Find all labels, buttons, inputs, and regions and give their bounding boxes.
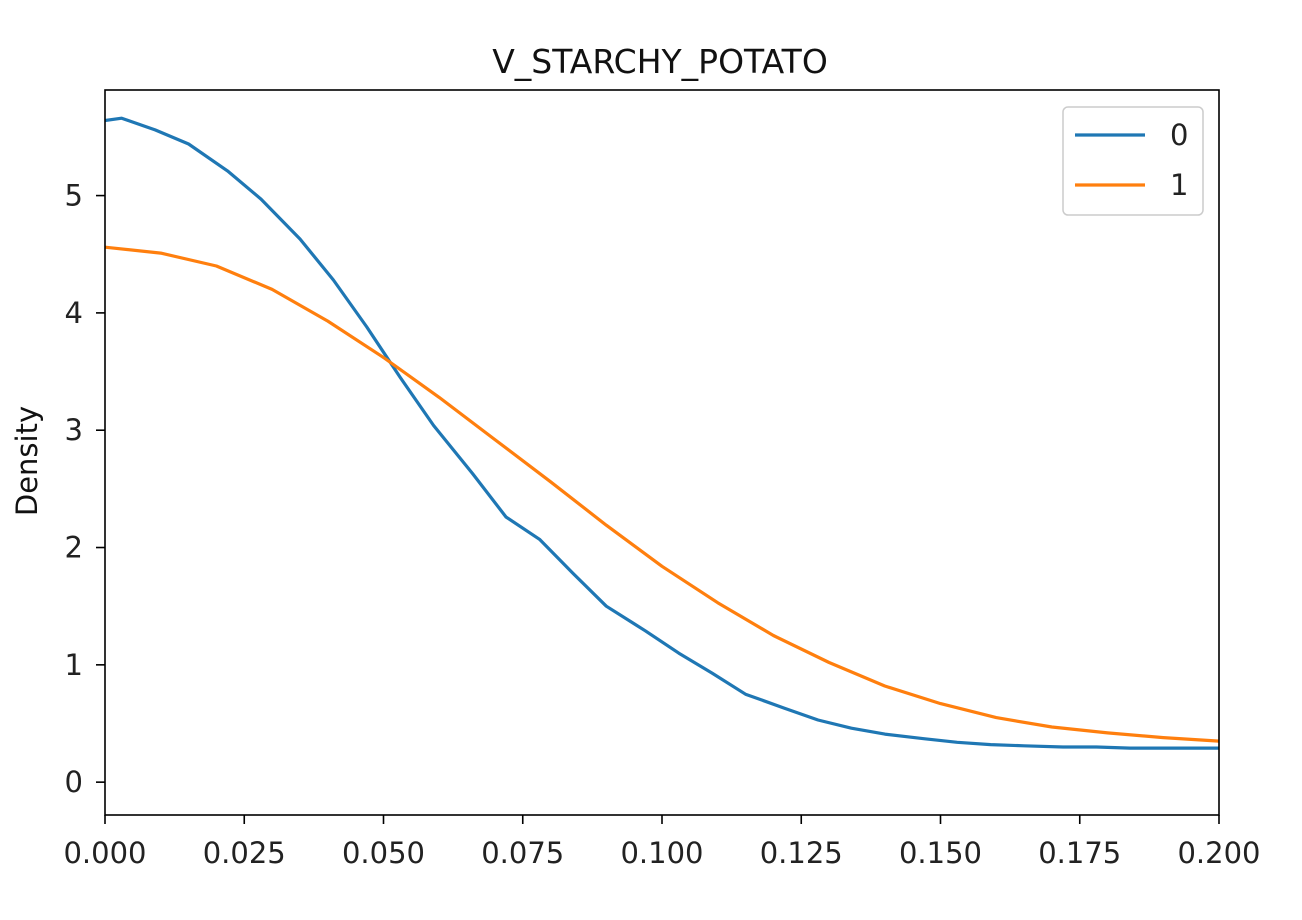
y-tick-label: 3 [65,413,83,447]
x-tick-label: 0.175 [1038,836,1121,870]
series-line-0 [105,116,1219,750]
x-tick-label: 0.025 [203,836,286,870]
y-tick-label: 0 [65,765,83,799]
legend: 01 [1062,106,1204,216]
x-tick-label: 0.000 [63,836,146,870]
plot-frame [104,89,1220,816]
x-tick-label: 0.050 [342,836,425,870]
y-tick-label: 1 [65,648,83,682]
x-tick-label: 0.150 [899,836,982,870]
x-tick-label: 0.200 [1177,836,1260,870]
x-tick-label: 0.125 [760,836,843,870]
x-tick-label: 0.100 [620,836,703,870]
chart-title: V_STARCHY_POTATO [492,42,828,81]
series-line-1 [105,245,1219,743]
plot-area: 0.000 0.025 0.050 0.075 0.100 0.125 0.150 0.175… [63,89,1261,870]
y-tick-label: 2 [65,531,83,565]
legend-label-0: 0 [1170,118,1188,152]
legend-label-1: 1 [1170,168,1188,202]
y-axis-label: Density [10,406,44,516]
x-tick-label: 0.075 [481,836,564,870]
y-tick-label: 5 [65,179,83,213]
y-tick-label: 4 [65,296,83,330]
